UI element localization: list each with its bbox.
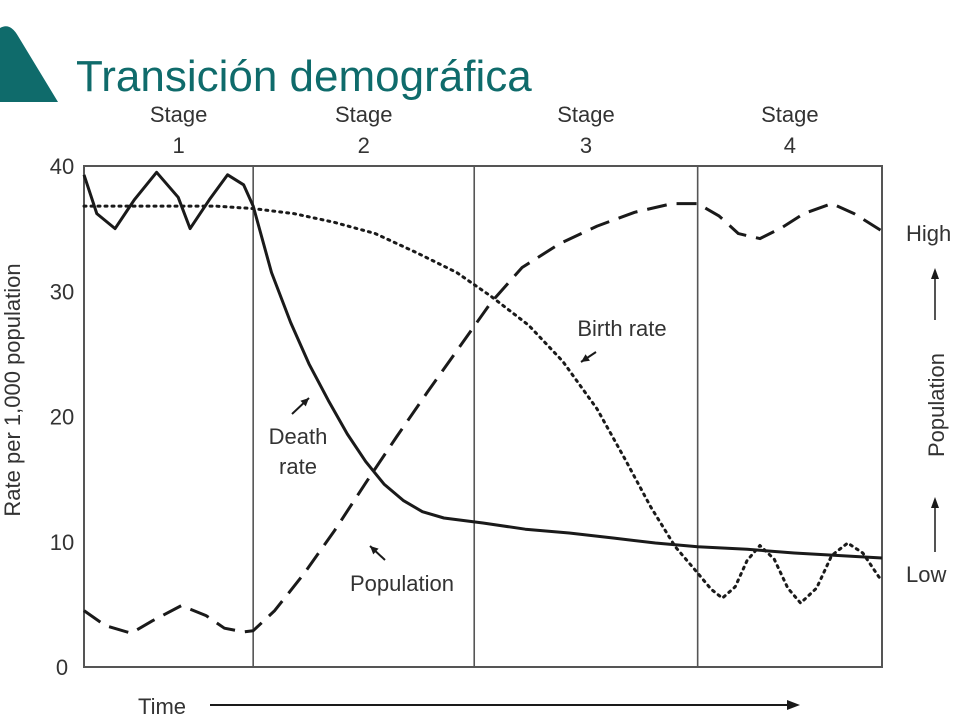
time-arrow-head — [787, 700, 800, 710]
y-tick-label: 30 — [50, 279, 74, 304]
y-axis-label: Rate per 1,000 population — [0, 263, 25, 516]
right-axis-arrow-low-head — [931, 497, 939, 508]
stage-number: 1 — [172, 133, 184, 158]
stage-label: Stage — [335, 102, 393, 127]
stage-number: 2 — [358, 133, 370, 158]
stage-label: Stage — [557, 102, 615, 127]
right-axis-arrow-up-head — [931, 268, 939, 279]
stage-label: Stage — [150, 102, 208, 127]
series-line-death-rate — [82, 170, 883, 560]
y-tick-label: 40 — [50, 154, 74, 179]
corner-decoration — [0, 26, 58, 103]
stage-number: 4 — [784, 133, 796, 158]
right-axis-low-label: Low — [906, 562, 946, 587]
annotation-arrow-birth-rate-head — [581, 354, 590, 362]
annotation-death-rate: Death — [269, 424, 328, 449]
y-tick-label: 20 — [50, 405, 74, 430]
slide-title: Transición demográfica — [76, 52, 532, 101]
right-axis-population-label: Population — [924, 353, 949, 457]
x-axis-label: Time — [138, 694, 186, 719]
y-tick-label: 10 — [50, 530, 74, 555]
series-line-population — [83, 202, 883, 635]
annotation-birth-rate: Birth rate — [577, 316, 666, 341]
stage-number: 3 — [580, 133, 592, 158]
annotation-arrow-death-rate-head — [300, 398, 309, 407]
annotation-population: Population — [350, 571, 454, 596]
stage-label: Stage — [761, 102, 819, 127]
annotation-arrow-population-head — [370, 546, 379, 555]
y-tick-label: 0 — [56, 655, 68, 680]
right-axis-high-label: High — [906, 221, 951, 246]
plot-frame — [83, 165, 883, 668]
annotation-death-rate: rate — [279, 454, 317, 479]
series-line-birth-rate — [82, 204, 884, 605]
